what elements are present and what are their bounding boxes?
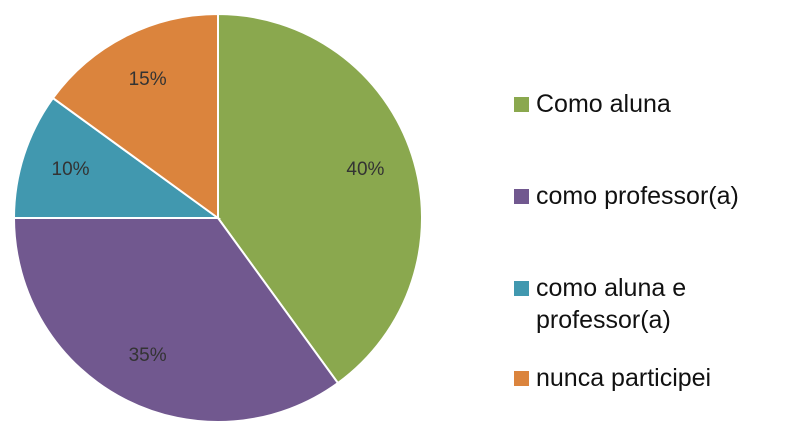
- legend-swatch: [514, 97, 529, 112]
- legend-label: nunca participei: [536, 364, 712, 392]
- legend-item: nunca participei: [514, 362, 791, 394]
- legend-label: como professor(a): [536, 182, 739, 210]
- legend-swatch: [514, 189, 529, 204]
- pie-slice: [12, 96, 222, 219]
- legend-swatch: [514, 281, 529, 296]
- legend-item: como aluna e professor(a): [514, 272, 791, 336]
- pie-slice: [51, 12, 219, 220]
- legend-swatch: [514, 371, 529, 386]
- legend-item: Como aluna: [514, 88, 791, 120]
- data-label: 40%: [346, 159, 384, 180]
- pie-slice: [12, 217, 340, 423]
- pie-slice: [217, 12, 423, 385]
- legend-label: Como aluna: [536, 90, 671, 118]
- data-label: 10%: [52, 159, 90, 180]
- legend-item: como professor(a): [514, 180, 791, 212]
- chart: 40% 35% 10% 15%: [12, 12, 423, 423]
- data-label: 15%: [129, 69, 167, 90]
- data-label: 35%: [129, 345, 167, 366]
- legend-label: como aluna e professor(a): [536, 274, 687, 334]
